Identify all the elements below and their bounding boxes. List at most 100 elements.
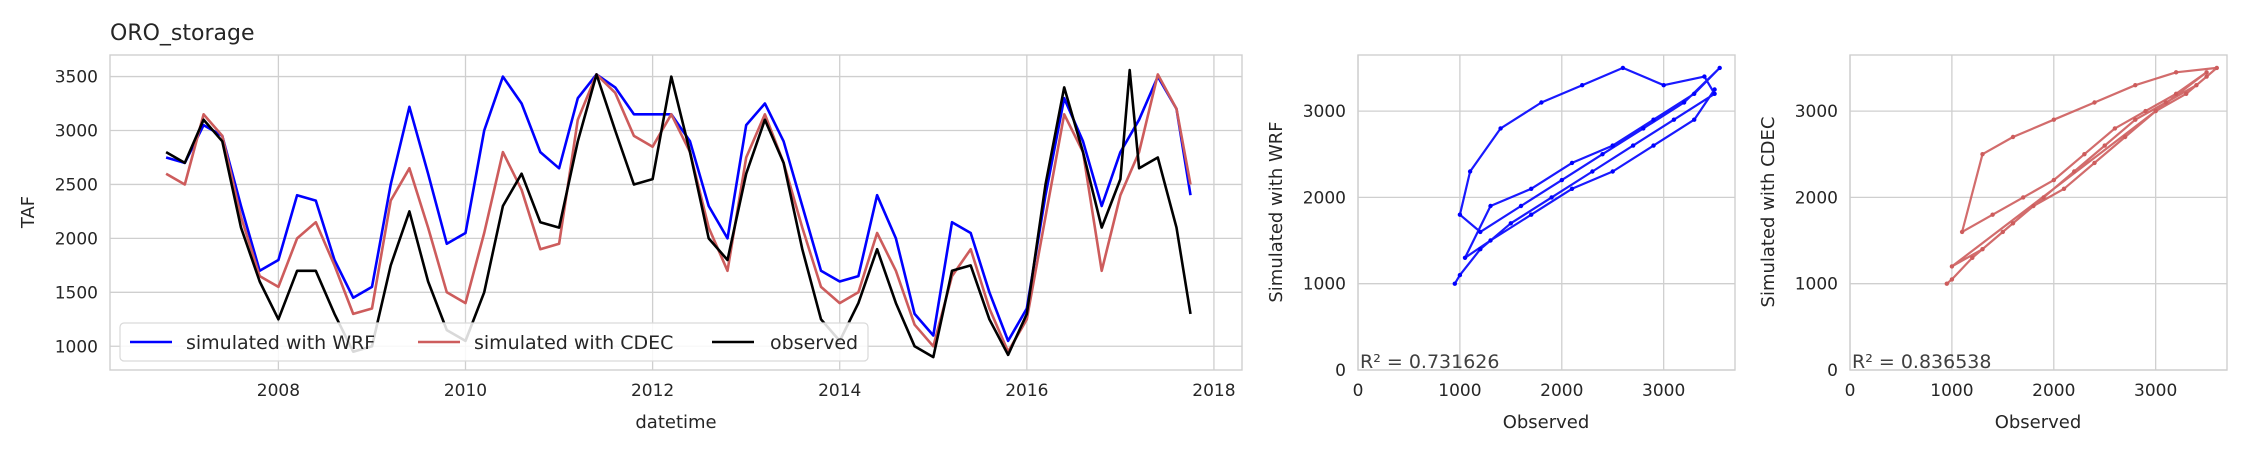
x-tick-label: 0 <box>1353 381 1364 401</box>
scatter-point <box>1692 91 1697 97</box>
panel-time-series: 2008 2010 2012 2014 2016 2018 1000 1500 2000 2500… <box>18 21 1243 433</box>
scatter-point <box>1949 277 1955 282</box>
scatter-point <box>1549 195 1554 200</box>
x-tick-label: 2012 <box>631 381 674 401</box>
scatter-trace <box>1946 66 2218 285</box>
x-tick-label: 2016 <box>1005 381 1048 401</box>
scatter-point <box>2204 74 2209 79</box>
scatter-point <box>2092 100 2097 105</box>
p2-xlabel: Observed <box>1503 412 1590 433</box>
scatter-point <box>2173 70 2179 75</box>
scatter-point <box>1569 186 1575 191</box>
legend-label-wrf: simulated with WRF <box>186 332 375 354</box>
p2-ylabel: Simulated with WRF <box>1266 121 1287 302</box>
legend-label-observed: observed <box>770 332 858 354</box>
scatter-point <box>1590 169 1595 174</box>
scatter-point <box>1529 212 1534 217</box>
y-tick-label: 3000 <box>1303 102 1346 122</box>
scatter-point <box>1712 87 1717 92</box>
scatter-point <box>2133 83 2138 88</box>
p2-axes-frame <box>1357 54 1736 371</box>
x-tick-label: 0 <box>1845 381 1856 401</box>
legend-box <box>119 322 869 362</box>
scatter-point <box>1671 117 1677 122</box>
x-tick-label: 1000 <box>1438 381 1481 401</box>
scatter-point <box>2163 100 2169 105</box>
scatter-point <box>2010 134 2016 140</box>
scatter-point <box>2051 177 2056 183</box>
scatter-point <box>1508 221 1514 226</box>
scatter-point <box>2072 169 2077 174</box>
scatter-point <box>1457 272 1463 278</box>
scatter-point <box>1692 117 1697 122</box>
x-tick-label: 2010 <box>444 381 487 401</box>
scatter-point <box>1467 169 1473 174</box>
x-tick-label: 3000 <box>2134 381 2177 401</box>
scatter-point <box>1610 169 1615 174</box>
scatter-point <box>2173 91 2179 97</box>
scatter-point <box>1651 143 1656 148</box>
y-tick-label: 0 <box>1827 361 1838 381</box>
series-line-cdec <box>165 73 1192 354</box>
scatter-point <box>2133 117 2138 122</box>
scatter-point <box>1980 152 1985 157</box>
p3-axes-frame <box>1849 54 2228 371</box>
scatter-point <box>2010 221 2016 226</box>
scatter-point <box>1949 264 1955 269</box>
x-tick-label: 3000 <box>1642 381 1685 401</box>
p3-xlabel: Observed <box>1995 412 2082 433</box>
scatter-point <box>2204 70 2209 75</box>
scatter-point <box>2092 160 2097 166</box>
scatter-point <box>2041 195 2046 200</box>
scatter-point <box>1970 255 1975 260</box>
scatter-point <box>1702 74 1707 79</box>
scatter-point <box>2122 134 2128 140</box>
p2-r2-annotation: R² = 0.731626 <box>1360 351 1499 373</box>
scatter-point <box>1569 160 1575 166</box>
scatter-point <box>1478 229 1483 235</box>
scatter-point <box>1681 100 1687 105</box>
scatter-point <box>2194 83 2199 88</box>
scatter-point <box>1610 143 1615 148</box>
scatter-point <box>1651 117 1656 122</box>
scatter-point <box>2051 117 2056 122</box>
p1-axes-frame <box>109 54 1243 371</box>
scatter-point <box>1944 281 1950 286</box>
scatter-point <box>1539 100 1544 105</box>
y-tick-label: 2000 <box>1303 188 1346 208</box>
scatter-point <box>1462 255 1468 260</box>
y-tick-label: 1000 <box>1303 275 1346 295</box>
x-tick-label: 1000 <box>1930 381 1973 401</box>
y-tick-label: 2000 <box>55 229 98 249</box>
scatter-point <box>2214 65 2219 71</box>
scatter-point <box>1712 91 1717 97</box>
scatter-point <box>1478 247 1483 252</box>
scatter-point <box>2184 91 2189 97</box>
scatter-point <box>1529 186 1534 191</box>
p1-xlabel: datetime <box>635 412 716 433</box>
x-tick-label: 2008 <box>257 381 300 401</box>
x-tick-label: 2000 <box>1540 381 1583 401</box>
y-tick-label: 0 <box>1335 361 1346 381</box>
scatter-point <box>1630 143 1636 148</box>
y-tick-label: 2000 <box>1795 188 1838 208</box>
y-tick-label: 3000 <box>55 122 98 142</box>
scatter-point <box>1990 212 1995 217</box>
x-tick-label: 2000 <box>2032 381 2075 401</box>
scatter-point <box>1580 83 1585 88</box>
series-line-wrf <box>165 73 1192 343</box>
legend-label-cdec: simulated with CDEC <box>474 332 673 354</box>
p1-ylabel: TAF <box>18 196 39 229</box>
scatter-point <box>1518 203 1524 209</box>
scatter-point <box>2021 195 2026 200</box>
scatter-point <box>1600 152 1605 157</box>
scatter-point <box>1620 65 1626 71</box>
panel-wrf-scatter: 0 1000 2000 3000 0 1000 2000 3000 R² = 0.731626… <box>1266 54 1736 433</box>
scatter-point <box>1661 83 1666 88</box>
scatter-point <box>2153 108 2158 114</box>
scatter-point <box>2031 203 2036 209</box>
scatter-point <box>1641 126 1646 131</box>
y-tick-label: 3000 <box>1795 102 1838 122</box>
y-tick-label: 3500 <box>55 68 98 88</box>
